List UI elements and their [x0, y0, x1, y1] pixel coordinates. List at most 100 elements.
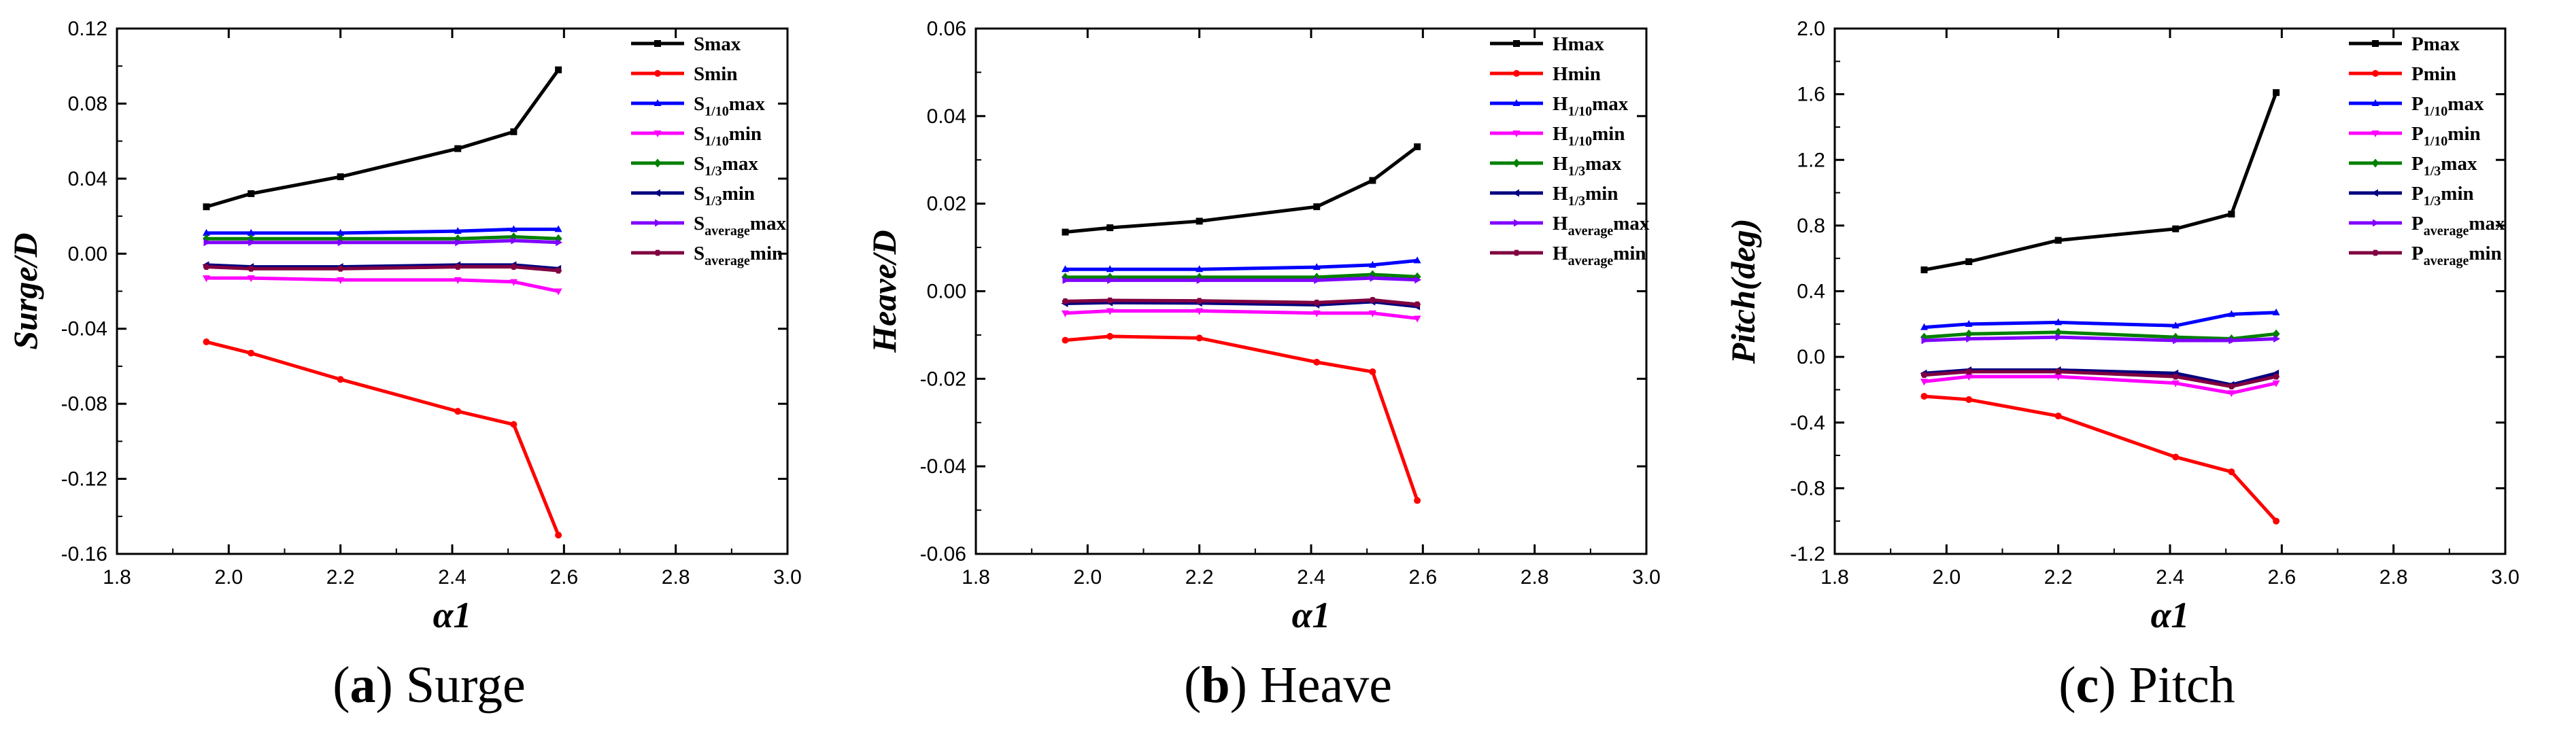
x-tick-label: 2.4	[438, 566, 467, 589]
data-point-H1/10min	[1106, 308, 1114, 315]
data-point-Haveragemin	[1369, 297, 1376, 303]
legend-marker	[1512, 158, 1521, 168]
legend-label: Saveragemax	[694, 213, 786, 239]
series-Hmax	[1062, 143, 1421, 236]
series-line-Haveragemax	[1065, 276, 1418, 282]
legend-item: S1/3max	[631, 153, 758, 179]
legend-label: P1/3min	[2411, 183, 2474, 209]
y-tick-label: 1.2	[1797, 149, 1825, 171]
data-point-P1/10min	[2054, 374, 2063, 381]
x-tick-label: 2.8	[2379, 566, 2408, 589]
data-point-Saveragemin	[454, 264, 462, 270]
series-line-S1/3min	[206, 263, 559, 270]
data-point-Haveragemax	[1314, 276, 1321, 284]
series-S1/10max	[202, 225, 562, 236]
data-point-Smax	[203, 203, 210, 211]
series-line-Smax	[205, 69, 560, 209]
surge-x-axis-label: α1	[433, 595, 472, 635]
legend-marker	[2371, 158, 2379, 168]
y-tick-label: -0.08	[61, 393, 107, 415]
legend-label: S1/10max	[694, 93, 765, 119]
y-tick-label: -0.16	[61, 543, 107, 565]
data-point-S1/10min	[337, 277, 345, 284]
legend-item: H1/3min	[1490, 183, 1618, 209]
legend-label: Hmax	[1553, 33, 1604, 55]
data-point-Paveragemax	[2273, 335, 2281, 343]
x-tick-label: 1.8	[103, 566, 131, 589]
legend-item: P1/3max	[2349, 153, 2477, 179]
data-point-H1/10min	[1368, 310, 1376, 317]
legend-label: Pmin	[2411, 63, 2456, 85]
pitch-x-axis-label: α1	[2151, 595, 2190, 635]
data-point-Paveragemin	[2054, 368, 2062, 375]
surge-plot: 0.12 0.08 0.04 0.00 -0.04 -0.08 -0.12 -0.161.8 2…	[6, 18, 802, 635]
data-point-Paveragemin	[2273, 373, 2280, 380]
data-point-H1/10min	[1312, 310, 1321, 317]
series-Haveragemin	[1062, 297, 1421, 308]
series-Haveragemax	[1062, 274, 1422, 284]
x-tick-label: 2.8	[662, 566, 690, 589]
data-point-Haveragemax	[1062, 276, 1070, 284]
data-point-Paveragemax	[2173, 336, 2180, 345]
y-tick-label: 0.00	[927, 281, 966, 303]
series-line-Saveragemax	[206, 239, 559, 245]
legend-item: Saveragemin	[631, 243, 783, 268]
legend-label: Pmax	[2411, 33, 2460, 55]
data-point-Smin	[555, 531, 562, 539]
legend-marker	[2371, 130, 2379, 137]
data-point-Saveragemax	[337, 239, 345, 247]
data-point-Haveragemax	[1196, 276, 1204, 284]
series-line-H1/10min	[1065, 309, 1418, 320]
legend-item: P1/3min	[2349, 183, 2474, 209]
legend-item: P1/10max	[2349, 93, 2484, 119]
data-point-Hmin	[1414, 497, 1421, 504]
y-tick-label: -0.12	[61, 468, 107, 491]
panel-surge: 0.12 0.08 0.04 0.00 -0.04 -0.08 -0.12 -0.16 1.8 2…	[0, 0, 858, 734]
y-tick-label: 0.0	[1797, 346, 1825, 368]
data-point-P1/10max	[1920, 323, 1928, 330]
pitch-axes-frame	[1833, 27, 2507, 555]
series-Saveragemin	[203, 264, 562, 274]
data-point-H1/10min	[1196, 308, 1204, 315]
x-tick-label: 2.4	[1297, 566, 1325, 589]
legend-label: Saveragemin	[694, 243, 783, 268]
y-tick-label: 0.02	[927, 193, 966, 215]
series-Smin	[203, 338, 562, 539]
y-tick-label: 0.04	[927, 105, 966, 128]
data-point-Paveragemin	[1920, 372, 1928, 379]
data-point-Pmax	[1965, 258, 1973, 266]
data-point-Smin	[337, 376, 344, 383]
data-point-Smax	[248, 190, 255, 197]
x-tick-label: 2.0	[1073, 566, 1102, 589]
data-point-Pmin	[1920, 393, 1928, 400]
data-point-Haveragemax	[1370, 274, 1377, 282]
data-point-Paveragemin	[2228, 383, 2235, 389]
legend-item: S1/10min	[631, 123, 762, 149]
heave-plot: 0.06 0.04 0.02 0.00 -0.02 -0.04 -0.061.8 2.0 2.2…	[865, 18, 1661, 635]
legend-item: Haveragemin	[1490, 243, 1646, 268]
legend-label: S1/3max	[694, 153, 758, 179]
caption-surge: (a) Surge	[333, 657, 526, 714]
pitch-y-axis-label: Pitch(deg)	[1724, 219, 1762, 365]
data-point-P1/10min	[2272, 380, 2280, 387]
data-point-Hmax	[1106, 224, 1114, 232]
series-line-Saveragemin	[206, 265, 559, 273]
legend-label: H1/10max	[1553, 93, 1629, 119]
legend-item: Paveragemin	[2349, 243, 2502, 268]
y-tick-label: -1.2	[1790, 543, 1825, 565]
series-line-Pmin	[1924, 394, 2277, 523]
y-tick-label: -0.04	[61, 318, 107, 340]
data-point-Haveragemax	[1414, 276, 1422, 284]
data-point-S1/10max	[202, 228, 210, 236]
series-line-P1/10min	[1924, 374, 2277, 395]
data-point-H1/10max	[1106, 265, 1114, 273]
data-point-Haveragemax	[1107, 276, 1115, 284]
x-tick-label: 2.2	[2044, 566, 2073, 589]
data-point-S1/10max	[247, 228, 255, 236]
legend-marker	[2372, 249, 2379, 256]
data-point-P1/10min	[2227, 390, 2235, 398]
series-Paveragemin	[1920, 368, 2280, 389]
panel-heave: 0.06 0.04 0.02 0.00 -0.02 -0.04 -0.06 1.8 2.0 2.2…	[859, 0, 1717, 734]
legend-label: Haveragemin	[1553, 243, 1646, 268]
legend-marker	[2372, 70, 2379, 77]
